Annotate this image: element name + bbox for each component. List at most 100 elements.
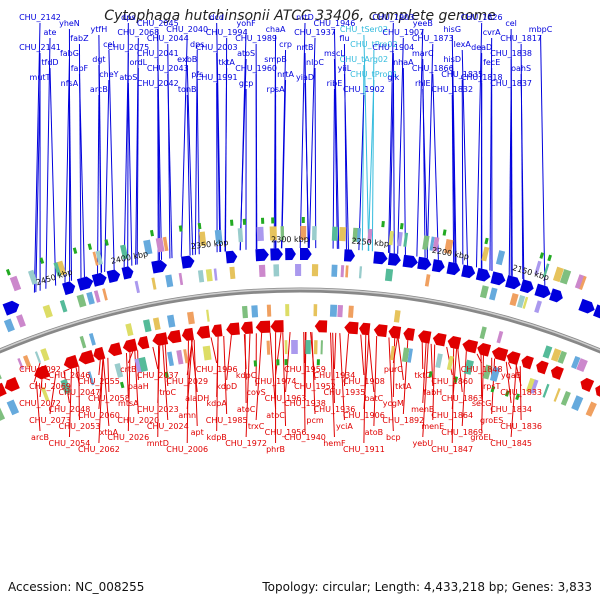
- cog-block-plus: [178, 272, 184, 286]
- gene-label: kdpA: [207, 399, 228, 408]
- leader-line: [510, 364, 517, 438]
- gene-label: atoC: [237, 405, 256, 414]
- cog-block-minus: [479, 326, 487, 340]
- leader-line: [125, 352, 129, 398]
- gene-label: yohF: [236, 19, 256, 28]
- plus-strand-cds: [593, 304, 600, 319]
- leader-line: [78, 73, 85, 278]
- gene-label: CHU_2068: [117, 28, 159, 37]
- gene-label: CHU_1996: [196, 365, 238, 374]
- plus-strand-cds: [225, 250, 238, 264]
- cog-block-inner: [167, 351, 174, 367]
- plus-strand-cds: [106, 269, 121, 284]
- cog-block-inner: [482, 364, 492, 380]
- cog-block-inner: [183, 349, 189, 364]
- scale-label: 2200 kbp: [431, 246, 470, 262]
- leader-line: [343, 73, 349, 250]
- cog-block-inner: [446, 355, 454, 371]
- gene-label: CHU_2020: [117, 416, 159, 425]
- leader-line: [186, 94, 191, 256]
- gene-label: CHU_2058: [88, 394, 130, 403]
- leader-line: [475, 22, 483, 268]
- gc-tick: [72, 247, 78, 254]
- leader-line: [451, 348, 455, 444]
- leader-line: [432, 344, 436, 421]
- cog-block-plus: [311, 264, 319, 277]
- gene-label: CHU_2142: [19, 13, 61, 22]
- leader-line: [78, 366, 80, 421]
- plus-strand-cds: [475, 267, 491, 282]
- gene-label: CHU_1860: [431, 377, 473, 386]
- gene-label: menE: [421, 422, 444, 431]
- gene-label: CHU_1938: [284, 399, 326, 408]
- gene-label: smpB: [264, 55, 287, 64]
- gene-label: CHU_1985: [206, 416, 248, 425]
- minus-strand-cds: [108, 342, 123, 357]
- gene-label: phrB: [266, 445, 285, 454]
- cog-block-inner: [87, 371, 95, 386]
- gene-label: CHU_1959: [284, 365, 326, 374]
- gene-label: CHU_2026: [107, 433, 149, 442]
- cog-block-inner: [542, 383, 550, 398]
- cog-block-outer: [155, 237, 165, 253]
- cog-block-outer: [579, 275, 587, 290]
- minus-strand-cds: [240, 321, 254, 335]
- gene-label: kdpC: [236, 371, 257, 380]
- minus-strand-cds: [462, 339, 479, 354]
- cog-block-inner: [390, 345, 396, 361]
- gene-label: fabG: [60, 49, 79, 58]
- cog-block-outer: [338, 226, 347, 242]
- minus-strand-cds: [0, 382, 7, 397]
- leader-line: [49, 374, 57, 415]
- cog-block-plus: [213, 268, 218, 281]
- leader-line: [108, 49, 115, 270]
- gc-tick: [381, 220, 385, 228]
- leader-line: [304, 82, 310, 249]
- minus-strand-cds: [4, 376, 20, 392]
- leader-line: [68, 368, 73, 438]
- gene-label: CHU_1845: [490, 439, 532, 448]
- gc-tick-inner: [504, 390, 510, 397]
- plus-strand-cds: [417, 256, 432, 270]
- leader-line: [461, 49, 469, 266]
- plus-strand-cds: [402, 254, 418, 268]
- gene-label: CHU_2092: [19, 365, 61, 374]
- leader-line: [426, 43, 434, 259]
- gene-label: groES: [480, 416, 503, 425]
- cog-block-plus: [151, 277, 157, 290]
- minus-strand-cds: [359, 322, 371, 336]
- cog-block-outer: [495, 250, 506, 266]
- cog-block-plus: [522, 296, 529, 309]
- gc-tick: [104, 239, 109, 246]
- backbone-highlight: [0, 288, 600, 351]
- minus-strand-cds: [167, 329, 182, 344]
- cog-block-outer: [559, 268, 572, 285]
- plus-strand-cds: [505, 275, 521, 290]
- gene-label: CHU_1869: [441, 428, 483, 437]
- leader-line: [44, 377, 51, 381]
- gene-label: menB: [411, 405, 434, 414]
- gene-label: fecE: [483, 58, 500, 67]
- cog-block-minus: [241, 305, 249, 319]
- gene-label: CHU_1935: [324, 388, 366, 397]
- cog-block-inner: [463, 359, 474, 375]
- gene-label: dps: [121, 13, 135, 22]
- gc-tick-inner: [453, 376, 458, 383]
- gene-label: CHU_tSer02: [340, 25, 388, 34]
- gene-label: purC: [384, 365, 403, 374]
- gene-label: CHU_1838: [490, 49, 532, 58]
- gene-label: cel: [103, 40, 115, 49]
- leader-line: [333, 332, 337, 370]
- cog-block-outer: [432, 236, 440, 252]
- leader-line: [157, 345, 160, 438]
- genome-summary: Topology: circular; Length: 4,433,218 bp…: [262, 580, 592, 594]
- gene-label: ytfH: [91, 25, 108, 34]
- gene-label: CHU_1911: [343, 445, 385, 454]
- cog-block-inner: [553, 388, 561, 402]
- cog-block-outer: [403, 232, 409, 247]
- cog-block-inner: [489, 366, 501, 382]
- plus-strand-cds: [2, 300, 20, 316]
- gene-label: CHU_1907: [382, 28, 424, 37]
- cog-block-outer: [53, 262, 62, 277]
- leader-line: [255, 332, 263, 421]
